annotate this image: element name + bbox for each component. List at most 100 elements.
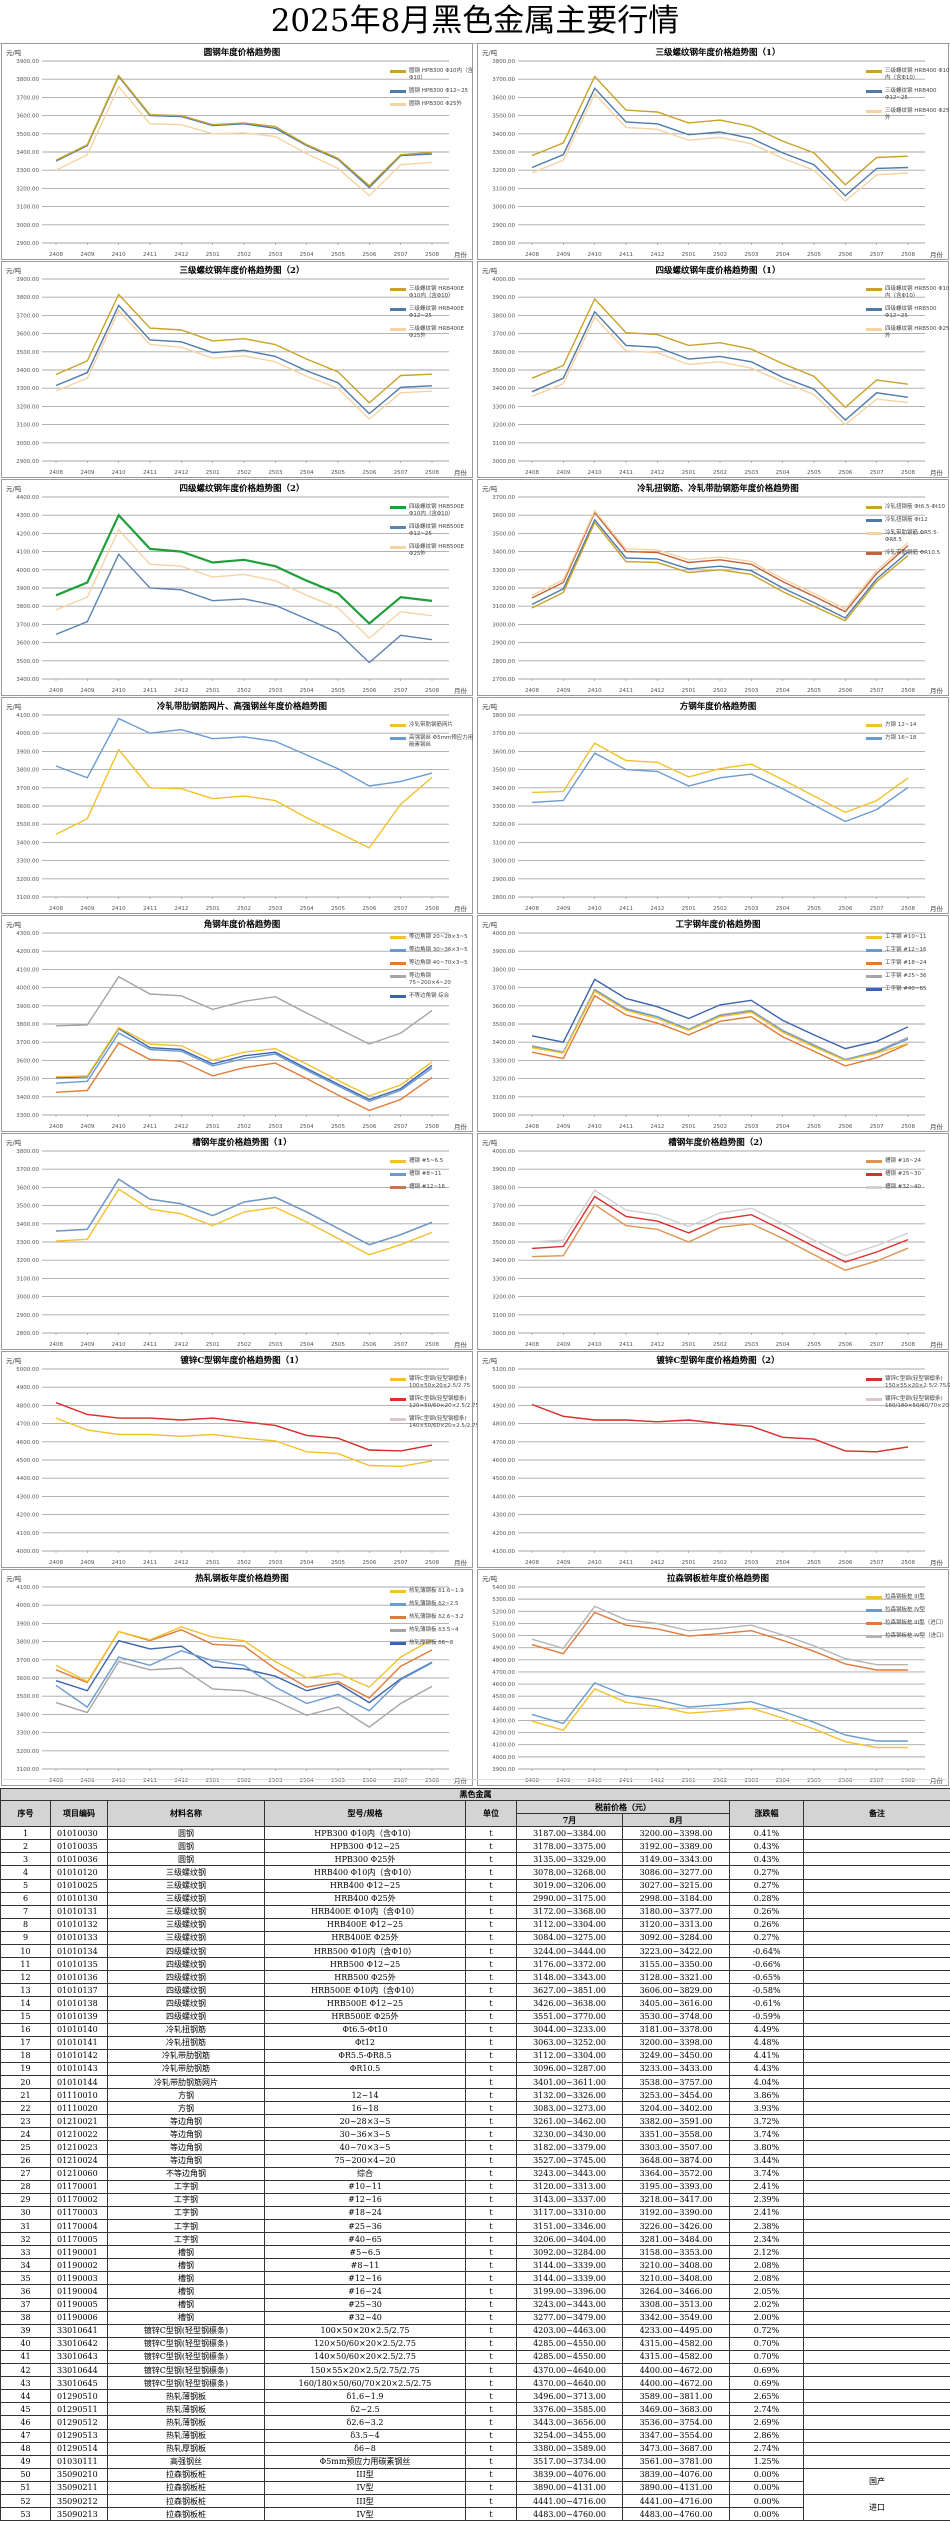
cell-no: 2: [1, 1840, 51, 1853]
cell-spec: HRB400E Φ12~25: [265, 1918, 466, 1931]
y-axis-unit: 元/吨: [6, 48, 22, 57]
chart-title: 三级螺纹钢年度价格趋势图（1）: [656, 47, 781, 58]
cell-code: 01010139: [51, 2010, 108, 2023]
cell-spec: HRB500 Φ25外: [265, 1971, 466, 1984]
cell-aug: 3264.00~3466.00: [623, 2285, 730, 2298]
y-tick-label: 3900.00: [492, 1767, 515, 1773]
legend-swatch: [866, 1378, 882, 1381]
cell-note: [804, 1918, 950, 1931]
y-tick-label: 3700.00: [16, 313, 39, 319]
x-tick-label: 2412: [650, 1124, 664, 1130]
cell-change: 0.27%: [730, 1879, 804, 1892]
x-tick-label: 2501: [206, 252, 220, 258]
cell-no: 43: [1, 2377, 51, 2390]
legend-swatch: [390, 936, 406, 939]
cell-no: 5: [1, 1879, 51, 1892]
cell-spec: δ2.6~3.2: [265, 2416, 466, 2429]
cell-change: 3.86%: [730, 2089, 804, 2102]
legend-swatch: [866, 988, 882, 991]
cell-spec: HRB400 Φ10内（含Φ10）: [265, 1866, 466, 1879]
cell-code: 01170003: [51, 2206, 108, 2219]
y-tick-label: 3600.00: [492, 1004, 515, 1010]
cell-code: 01010036: [51, 1853, 108, 1866]
cell-jul: 3230.00~3430.00: [517, 2128, 623, 2141]
x-tick-label: 2411: [619, 1342, 633, 1348]
cell-note: [804, 2403, 950, 2416]
legend-swatch: [390, 1186, 406, 1189]
cell-code: 01290511: [51, 2403, 108, 2416]
legend-swatch: [866, 506, 882, 509]
y-tick-label: 3700.00: [492, 77, 515, 83]
cell-no: 39: [1, 2324, 51, 2337]
y-tick-label: 3600.00: [16, 1676, 39, 1682]
cell-change: 3.74%: [730, 2167, 804, 2180]
cell-spec: HRB500E Φ25外: [265, 2010, 466, 2023]
cell-code: 01010025: [51, 1879, 108, 1892]
cell-name: 四级螺纹钢: [108, 2010, 265, 2023]
y-tick-label: 3500.00: [16, 1077, 39, 1083]
x-tick-label: 2502: [237, 1560, 251, 1566]
x-tick-label: 2507: [394, 1124, 408, 1130]
x-tick-label: 2507: [870, 906, 884, 912]
x-tick-label: 2408: [49, 688, 63, 694]
legend-swatch: [390, 1616, 406, 1619]
chart-legend: 三级螺纹钢 HRB400E Φ10内（含Φ10）三级螺纹钢 HRB400E Φ1…: [390, 286, 474, 346]
cell-no: 28: [1, 2180, 51, 2193]
cell-unit: t: [466, 1958, 517, 1971]
y-tick-label: 3500.00: [492, 531, 515, 537]
cell-unit: t: [466, 2390, 517, 2403]
cell-unit: t: [466, 1853, 517, 1866]
x-tick-label: 2506: [838, 252, 852, 258]
legend-item: 圆钢 HPB300 Φ10内（含Φ10）: [390, 68, 474, 82]
cell-aug: 3561.00~3781.00: [623, 2455, 730, 2468]
note-imported: 进口: [804, 2494, 950, 2520]
cell-jul: 4370.00~4640.00: [517, 2364, 623, 2377]
cell-spec: #12~16: [265, 2193, 466, 2206]
x-tick-label: 2408: [525, 252, 539, 258]
cell-unit: t: [466, 2128, 517, 2141]
y-tick-label: 4000.00: [16, 731, 39, 737]
y-tick-label: 3100.00: [492, 1313, 515, 1319]
legend-label: 工字钢 #18~24: [885, 960, 926, 967]
x-tick-label: 2506: [838, 1560, 852, 1566]
legend-item: 工字钢 #12~16: [866, 947, 950, 954]
y-tick-label: 2900.00: [16, 241, 39, 247]
chart-legend: 四级螺纹钢 HRB500 Φ10内（含Φ10）四级螺纹钢 HRB500 Φ12~…: [866, 286, 950, 346]
x-tick-label: 2501: [682, 688, 696, 694]
y-tick-label: 2900.00: [492, 223, 515, 229]
cell-spec: Φ5mm预应力用碳素钢丝: [265, 2455, 466, 2468]
header-name: 材料名称: [108, 1801, 265, 1827]
cell-note: [804, 2180, 950, 2193]
y-tick-label: 3500.00: [16, 822, 39, 828]
cell-note: [804, 2062, 950, 2075]
x-tick-label: 2503: [744, 470, 758, 476]
cell-name: 槽钢: [108, 2259, 265, 2272]
cell-change: 2.02%: [730, 2298, 804, 2311]
x-axis-label: 月份: [454, 1558, 468, 1567]
cell-code: 01190004: [51, 2285, 108, 2298]
y-tick-label: 3200.00: [16, 186, 39, 192]
legend-swatch: [390, 737, 406, 740]
series-line-2: [532, 996, 908, 1066]
y-tick-label: 3400.00: [492, 786, 515, 792]
cell-name: 冷轧带肋钢筋网片: [108, 2075, 265, 2088]
x-tick-label: 2507: [394, 1560, 408, 1566]
y-tick-label: 4300.00: [492, 1718, 515, 1724]
x-tick-label: 2409: [80, 470, 94, 476]
y-tick-label: 3700.00: [16, 95, 39, 101]
x-tick-label: 2412: [650, 470, 664, 476]
y-axis-unit: 元/吨: [482, 1138, 498, 1147]
legend-label: 等边角钢 20~28×3~5: [409, 934, 468, 941]
cell-note: [804, 2233, 950, 2246]
cell-no: 45: [1, 2403, 51, 2416]
legend-item: 热轧薄钢板 δ3.5~4: [390, 1627, 474, 1634]
cell-code: 33010644: [51, 2364, 108, 2377]
y-axis-unit: 元/吨: [482, 484, 498, 493]
y-tick-label: 3600.00: [16, 641, 39, 647]
